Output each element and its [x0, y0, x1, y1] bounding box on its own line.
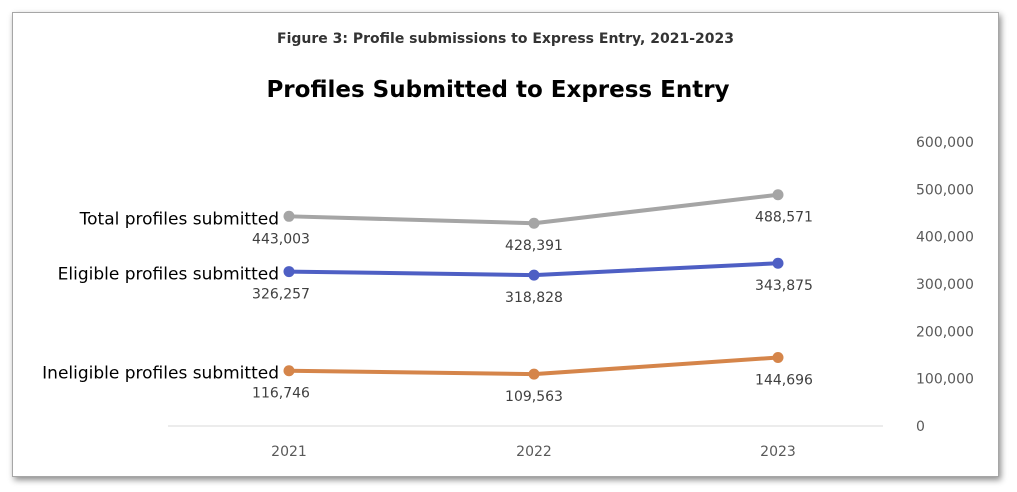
- data-label: 116,746: [252, 386, 310, 402]
- x-tick-label: 2022: [516, 444, 552, 460]
- x-tick-label: 2023: [760, 444, 796, 460]
- data-label: 428,391: [505, 238, 563, 254]
- y-tick-label: 400,000: [916, 230, 974, 246]
- data-point: [528, 269, 540, 281]
- data-point: [283, 365, 295, 377]
- y-tick-label: 100,000: [916, 372, 974, 388]
- y-tick-label: 300,000: [916, 277, 974, 293]
- data-label: 109,563: [505, 389, 563, 405]
- data-point: [283, 266, 295, 278]
- figure-frame: Figure 3: Profile submissions to Express…: [12, 12, 999, 477]
- data-point: [772, 189, 784, 201]
- series-name-label: Eligible profiles submitted: [58, 265, 279, 285]
- data-label: 488,571: [755, 210, 813, 226]
- data-label: 443,003: [252, 231, 310, 247]
- data-point: [772, 257, 784, 269]
- y-tick-label: 0: [916, 419, 925, 435]
- line-chart: Profiles Submitted to Express Entry 0 100,…: [42, 77, 974, 460]
- x-tick-label: 2021: [271, 444, 307, 460]
- data-label: 144,696: [755, 373, 813, 389]
- data-label: 318,828: [505, 290, 563, 306]
- data-point: [283, 210, 295, 222]
- data-point: [528, 368, 540, 380]
- data-label: 326,257: [252, 287, 310, 303]
- chart-title: Profiles Submitted to Express Entry: [266, 77, 729, 103]
- data-point: [528, 217, 540, 229]
- data-label: 343,875: [755, 278, 813, 294]
- series-name-label: Ineligible profiles submitted: [42, 364, 279, 384]
- y-tick-label: 500,000: [916, 182, 974, 198]
- figure-caption: Figure 3: Profile submissions to Express…: [277, 31, 734, 47]
- data-point: [772, 352, 784, 364]
- y-tick-label: 600,000: [916, 135, 974, 151]
- series-name-label: Total profiles submitted: [79, 209, 279, 229]
- y-tick-label: 200,000: [916, 324, 974, 340]
